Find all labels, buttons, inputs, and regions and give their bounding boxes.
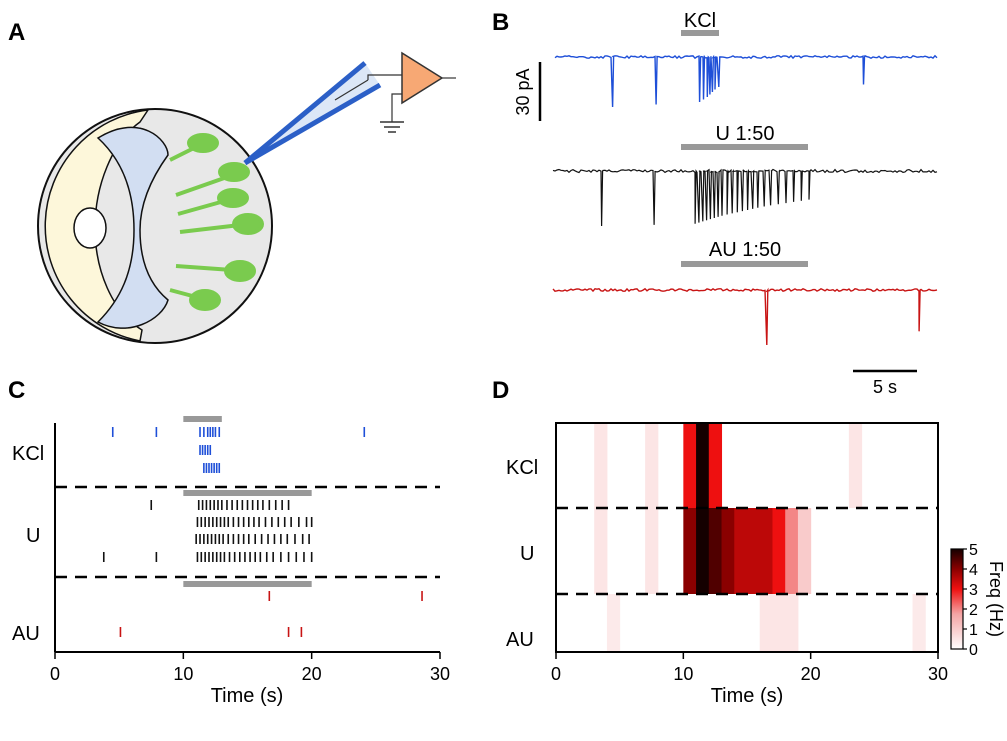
colorbar-tick-label: 3 [969, 582, 978, 599]
heatmap-cell [772, 508, 786, 594]
heatmap-cell [708, 423, 723, 508]
raster-xtick-label: 30 [430, 664, 450, 684]
trace-label-u: U 1:50 [716, 123, 775, 145]
heatmap-cell [645, 423, 659, 508]
green-receptors [169, 133, 264, 311]
heatmap-cell [734, 508, 748, 594]
heatmap-cell [747, 508, 761, 594]
heatmap-cell [785, 508, 799, 594]
panel-letter-a: A [8, 19, 25, 46]
raster-stimulus-bar [183, 581, 312, 587]
stimulus-bar-au [681, 261, 808, 267]
trace-label-au: AU 1:50 [709, 239, 781, 261]
colorbar-label: Freq (Hz) [986, 561, 1006, 637]
raster-xtick-label: 20 [302, 664, 322, 684]
trace-label-kcl: KCl [684, 10, 716, 32]
colorbar-tick-label: 5 [969, 542, 978, 559]
crescent-layer [96, 126, 169, 329]
trace-u [552, 168, 938, 227]
heatmap-xtick-label: 10 [673, 664, 693, 684]
colorbar-tick-label: 0 [969, 642, 978, 659]
heatmap-cell [645, 508, 659, 594]
patch-pipette [243, 61, 402, 166]
heatmap-cell [759, 508, 773, 594]
heatmap-xtick-label: 20 [801, 664, 821, 684]
heatmap-cell [683, 423, 697, 508]
ground-icon [380, 121, 404, 133]
scale-label-time: 5 s [873, 377, 897, 397]
panel-c-raster: KCl U AU 0 10 20 30 Time (s) [12, 416, 450, 707]
heatmap-cell [683, 508, 697, 594]
heatmap-row-label-au: AU [506, 629, 534, 651]
heatmap-xtick-label: 0 [551, 664, 561, 684]
heatmap-cell [594, 423, 608, 508]
raster-stimulus-bar [183, 416, 222, 422]
heatmap-cell [848, 423, 863, 508]
raster-xtick-label: 10 [173, 664, 193, 684]
stimulus-bar-u [681, 144, 808, 150]
heatmap-cell [721, 508, 735, 594]
panel-b-traces: KCl U 1:50 AU 1:50 30 pA 5 s [513, 10, 938, 397]
trace-kcl [554, 54, 938, 108]
raster-label-u: U [26, 525, 40, 547]
heatmap-cell [708, 508, 723, 594]
heatmap-cell [759, 594, 773, 652]
panel-letter-c: C [8, 377, 25, 404]
heatmap-xtick-label: 30 [928, 664, 948, 684]
heatmap-cell [785, 594, 799, 652]
heatmap-cell [594, 508, 608, 594]
raster-stimulus-bar [183, 490, 312, 496]
trace-au [552, 287, 938, 346]
cytoplasm-region [44, 109, 150, 342]
scale-label-current: 30 pA [513, 68, 533, 115]
panel-letter-b: B [492, 9, 509, 36]
nucleus [73, 207, 107, 249]
heatmap-frame [555, 422, 939, 653]
stimulus-bar-kcl [681, 30, 719, 36]
raster-xtick-label: 0 [50, 664, 60, 684]
colorbar-tick-label: 1 [969, 622, 978, 639]
colorbar-tick-label: 4 [969, 562, 978, 579]
panel-letter-d: D [492, 377, 509, 404]
raster-label-au: AU [12, 623, 40, 645]
colorbar [950, 548, 964, 650]
raster-label-kcl: KCl [12, 443, 44, 465]
heatmap-cell [797, 508, 812, 594]
heatmap-cell [696, 423, 710, 508]
raster-xlabel: Time (s) [211, 685, 284, 707]
heatmap-cell [696, 508, 710, 594]
heatmap-xlabel: Time (s) [711, 685, 784, 707]
heatmap-cell [772, 594, 786, 652]
heatmap-row-label-u: U [520, 543, 534, 565]
heatmap-cell [912, 594, 926, 652]
amplifier-icon [391, 51, 456, 122]
heatmap-row-label-kcl: KCl [506, 457, 538, 479]
cell-schematic [37, 51, 456, 344]
panel-d-heatmap: KCl U AU 0 10 20 30 Time (s) 0 1 2 3 4 5 Freq (H… [506, 422, 1006, 707]
heatmap-cell [606, 594, 621, 652]
colorbar-tick-label: 2 [969, 602, 978, 619]
